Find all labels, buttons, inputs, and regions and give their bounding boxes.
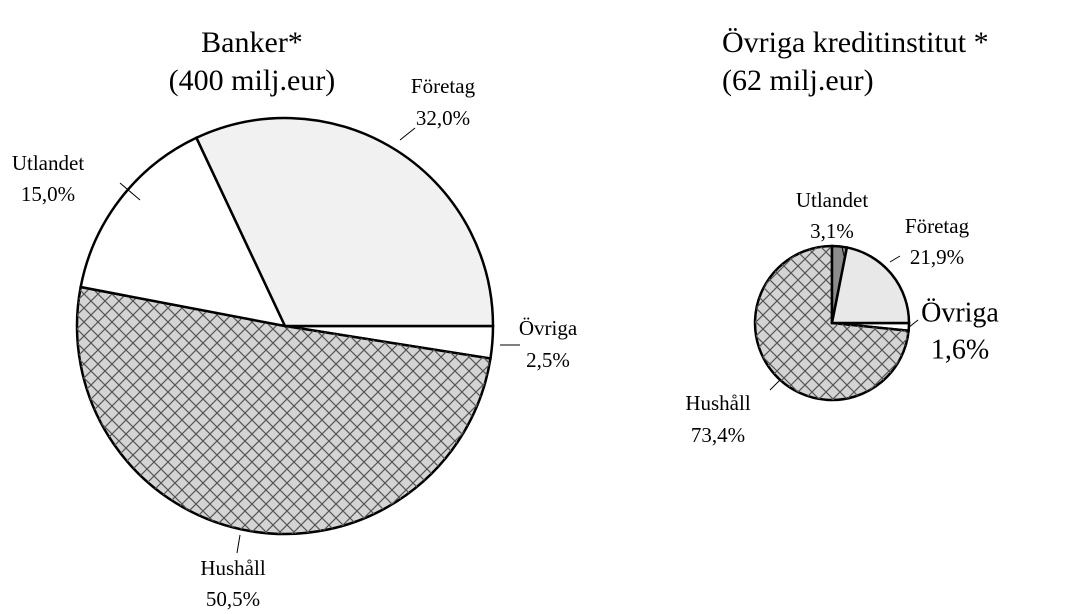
slice-value-label: 32,0% — [416, 106, 470, 130]
slice-value-label: 1,6% — [931, 334, 989, 365]
slice-label: Utlandet — [796, 188, 868, 212]
slice-label: Hushåll — [200, 556, 265, 580]
slice-label: Övriga — [921, 297, 999, 328]
pie-slice — [79, 136, 288, 328]
slice-value-label: 3,1% — [810, 219, 854, 243]
chart-subtitle: (400 milj.eur) — [169, 64, 336, 97]
slice-label: Hushåll — [685, 391, 750, 415]
slice-value-label: 2,5% — [526, 348, 570, 372]
slice-value-label: 15,0% — [21, 182, 75, 206]
leader-line — [236, 534, 241, 554]
slice-label: Företag — [905, 214, 970, 238]
chart-title: Banker* — [201, 26, 303, 59]
leader-line — [399, 127, 416, 141]
leader-line — [889, 255, 901, 263]
leader-line — [769, 379, 781, 391]
slice-label: Övriga — [519, 316, 578, 340]
slice-label: Företag — [411, 74, 476, 98]
slice-value-label: 50,5% — [206, 587, 260, 611]
leader-line — [841, 246, 845, 257]
leader-line — [119, 182, 141, 201]
slice-label: Utlandet — [12, 151, 84, 175]
chart-subtitle: (62 milj.eur) — [722, 64, 874, 97]
pie-slice — [194, 116, 495, 328]
leader-line — [907, 319, 919, 329]
slice-value-label: 73,4% — [691, 423, 745, 447]
slice-value-label: 21,9% — [910, 245, 964, 269]
pie-slice — [830, 245, 911, 325]
chart-title: Övriga kreditinstitut * — [722, 26, 989, 59]
